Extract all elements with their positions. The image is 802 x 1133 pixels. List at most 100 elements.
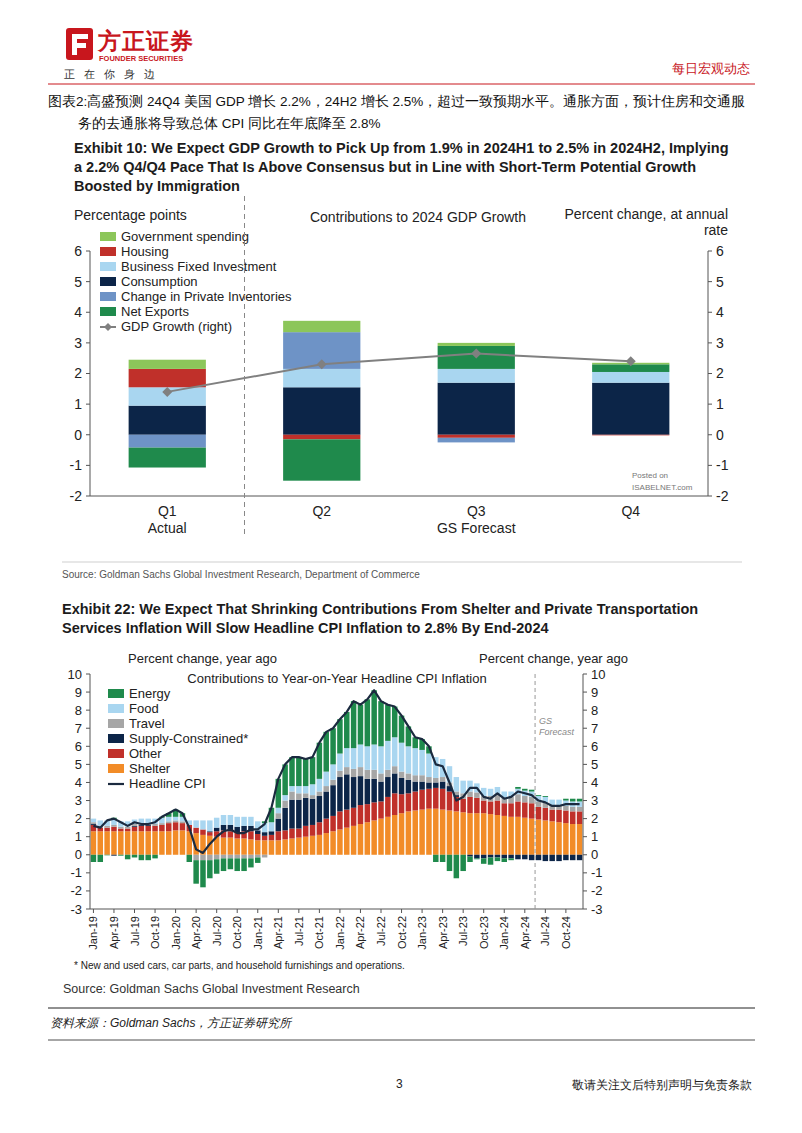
x-tick xyxy=(565,909,566,913)
bar-segment xyxy=(481,855,486,859)
x-tick-label: Jul-23 xyxy=(457,916,469,946)
y-tick xyxy=(86,890,90,891)
logo-en: FOUNDER SECURITIES xyxy=(99,54,183,63)
y-tick xyxy=(86,710,90,711)
bar-segment xyxy=(207,860,212,878)
y-tick-label: 6 xyxy=(75,739,82,754)
x-tick xyxy=(93,909,94,913)
footer-rule xyxy=(48,1040,755,1041)
y-tick-label: -1 xyxy=(70,457,83,473)
bar-segment xyxy=(399,794,404,813)
y-tick-label: 7 xyxy=(75,721,82,736)
y2-tick-label: 10 xyxy=(591,667,605,682)
bar-segment xyxy=(125,831,130,855)
bar-segment xyxy=(563,799,568,801)
y2-tick xyxy=(583,728,587,729)
bar-segment xyxy=(495,857,500,861)
y-tick xyxy=(86,465,90,466)
bar-segment xyxy=(234,817,239,827)
annotation: Actual xyxy=(148,520,187,536)
y-tick-label: 4 xyxy=(74,304,82,320)
y-tick-label: 0 xyxy=(74,427,82,443)
bar-segment xyxy=(193,828,198,833)
bar-segment xyxy=(536,855,541,860)
bar-segment xyxy=(317,835,322,855)
bar-segment xyxy=(282,808,287,831)
y2-tick xyxy=(708,342,712,343)
x-axis xyxy=(90,909,583,910)
caption: 图表2:高盛预测 24Q4 美国 GDP 增长 2.2%，24H2 增长 2.5… xyxy=(48,91,756,135)
bar-segment xyxy=(522,802,527,817)
bar-segment xyxy=(529,855,534,860)
bar-segment xyxy=(392,707,397,738)
bar-segment xyxy=(317,822,322,835)
bar-segment xyxy=(91,831,96,855)
y2-tick-label: 3 xyxy=(716,335,724,351)
bar-segment xyxy=(495,855,500,858)
x-tick-label: Oct-21 xyxy=(313,916,325,949)
bar-segment xyxy=(440,777,445,782)
bar-segment xyxy=(481,801,486,814)
bar-segment xyxy=(502,816,507,855)
bar-segment xyxy=(166,831,171,855)
bar-segment xyxy=(296,829,301,838)
bar-segment xyxy=(303,826,308,837)
y2-tick xyxy=(708,312,712,313)
bar-segment xyxy=(118,831,123,855)
y-tick xyxy=(86,782,90,783)
y-tick-label: 0 xyxy=(75,847,82,862)
bar-segment xyxy=(330,728,335,764)
bar-segment xyxy=(129,360,206,369)
bar-segment xyxy=(447,855,452,871)
x-tick-label: Jul-19 xyxy=(129,916,141,946)
bar-segment xyxy=(330,785,335,816)
bar-segment xyxy=(310,784,315,795)
bar-segment xyxy=(317,796,322,822)
x-tick xyxy=(257,909,258,913)
bar-segment xyxy=(344,767,349,774)
y2-tick-label: 2 xyxy=(716,365,724,381)
header-rule xyxy=(48,84,755,85)
logo-block xyxy=(66,28,93,60)
bar-segment xyxy=(200,855,205,860)
series-line xyxy=(93,690,579,853)
y-tick xyxy=(86,281,90,282)
bar-segment xyxy=(289,800,294,829)
legend-key xyxy=(108,749,124,758)
y-tick-label: 1 xyxy=(74,396,82,412)
bar-segment xyxy=(214,818,219,828)
bar-segment xyxy=(323,732,328,772)
y2-tick-label: 8 xyxy=(591,703,598,718)
bar-segment xyxy=(221,815,226,825)
x-tick-label: Jan-22 xyxy=(334,916,346,950)
bar-segment xyxy=(173,817,178,821)
bar-segment xyxy=(426,754,431,778)
bar-segment xyxy=(399,772,404,778)
bar-segment xyxy=(467,857,472,862)
bar-segment xyxy=(228,858,233,869)
legend-key xyxy=(100,247,116,256)
bar-segment xyxy=(426,782,431,788)
bar-segment xyxy=(180,823,185,830)
legend-marker xyxy=(104,323,112,331)
y-tick xyxy=(86,312,90,313)
logo-mark xyxy=(72,34,88,55)
bar-segment xyxy=(438,369,515,383)
bar-segment xyxy=(543,855,548,861)
bar-segment xyxy=(515,787,520,789)
bar-segment xyxy=(543,796,548,798)
bar-segment xyxy=(577,855,582,860)
legend-label: Change in Private Inventories xyxy=(121,289,292,304)
bar-segment xyxy=(228,815,233,825)
bar-segment xyxy=(276,813,281,818)
bar-segment xyxy=(276,831,281,840)
bar-segment xyxy=(228,838,233,855)
x-tick xyxy=(216,909,217,913)
bar-segment xyxy=(577,807,582,812)
bar-segment xyxy=(371,690,376,744)
y2-tick xyxy=(708,404,712,405)
y-tick xyxy=(86,872,90,873)
bar-segment xyxy=(255,834,260,840)
bar-segment xyxy=(474,858,479,860)
bar-segment xyxy=(378,773,383,781)
